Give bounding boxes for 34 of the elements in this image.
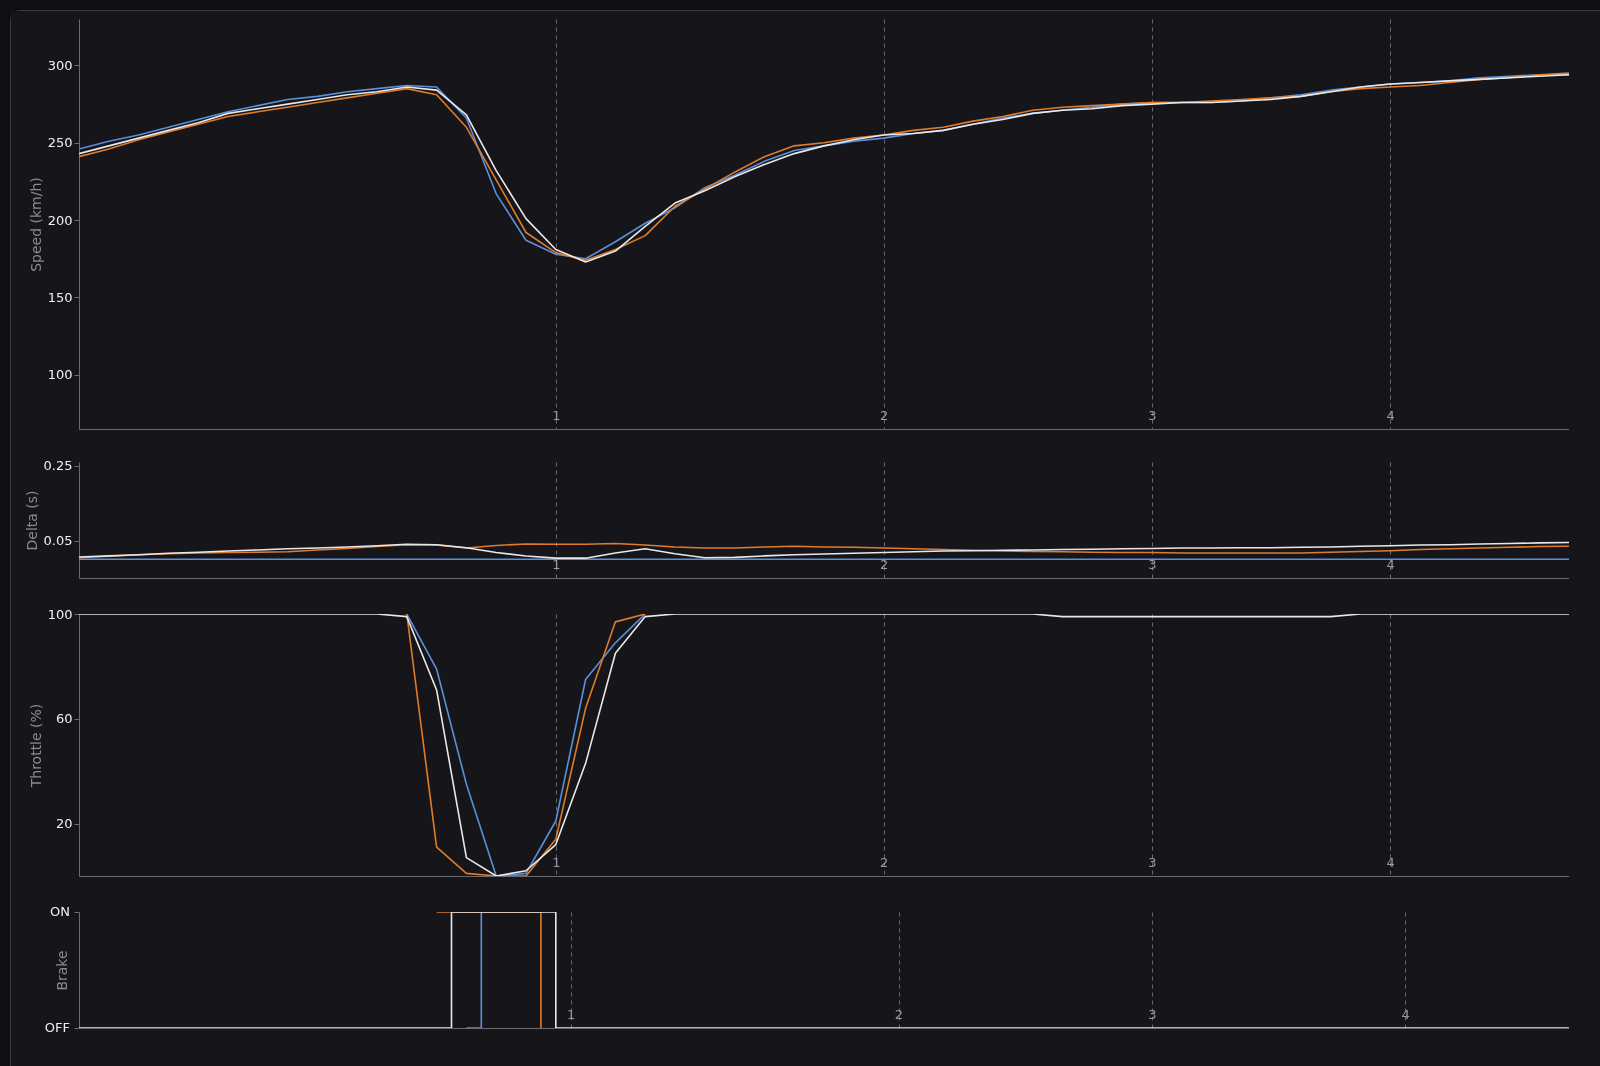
x-tick-label: 2 — [879, 854, 889, 870]
y-tick-label: 100 — [47, 606, 73, 622]
x-tick-label: 3 — [1148, 407, 1157, 423]
x-tick-label: 4 — [1386, 407, 1395, 423]
x-tick-label: 2 — [879, 407, 889, 423]
x-tick-label: 2 — [894, 1006, 904, 1022]
y-tick-label: 200 — [47, 212, 73, 228]
x-tick-label: 1 — [552, 407, 561, 423]
line-series — [79, 614, 1569, 876]
y-tick-label: 150 — [47, 289, 73, 305]
x-tick-label: 2 — [879, 556, 889, 572]
y-tick-label: 100 — [47, 367, 73, 383]
y-axis-title: Delta (s) — [23, 490, 40, 551]
x-tick-label: 1 — [552, 556, 561, 572]
x-tick-label: 3 — [1148, 854, 1157, 870]
x-tick-label: 3 — [1148, 1006, 1157, 1022]
y-axis-title: Throttle (%) — [27, 703, 44, 789]
y-tick-label: 20 — [55, 816, 73, 832]
y-axis-title: Speed (km/h) — [27, 177, 44, 272]
x-tick-label: 3 — [1148, 556, 1157, 572]
x-tick-label: 4 — [1401, 1006, 1410, 1022]
line-series — [406, 614, 646, 876]
y-tick-label: 0.05 — [43, 533, 73, 549]
x-tick-label: 1 — [552, 854, 561, 870]
x-tick-label: 1 — [567, 1006, 576, 1022]
text: OFF — [44, 1020, 70, 1035]
x-tick-label: 4 — [1386, 854, 1395, 870]
text: ON — [50, 904, 70, 919]
y-tick-label: 0.25 — [43, 458, 73, 474]
x-tick-label: 4 — [1386, 556, 1395, 572]
y-tick-label: 300 — [47, 57, 73, 73]
y-tick-label: 60 — [55, 711, 73, 727]
y-tick-label: 250 — [47, 135, 73, 151]
y-axis-title: Brake — [54, 950, 70, 991]
